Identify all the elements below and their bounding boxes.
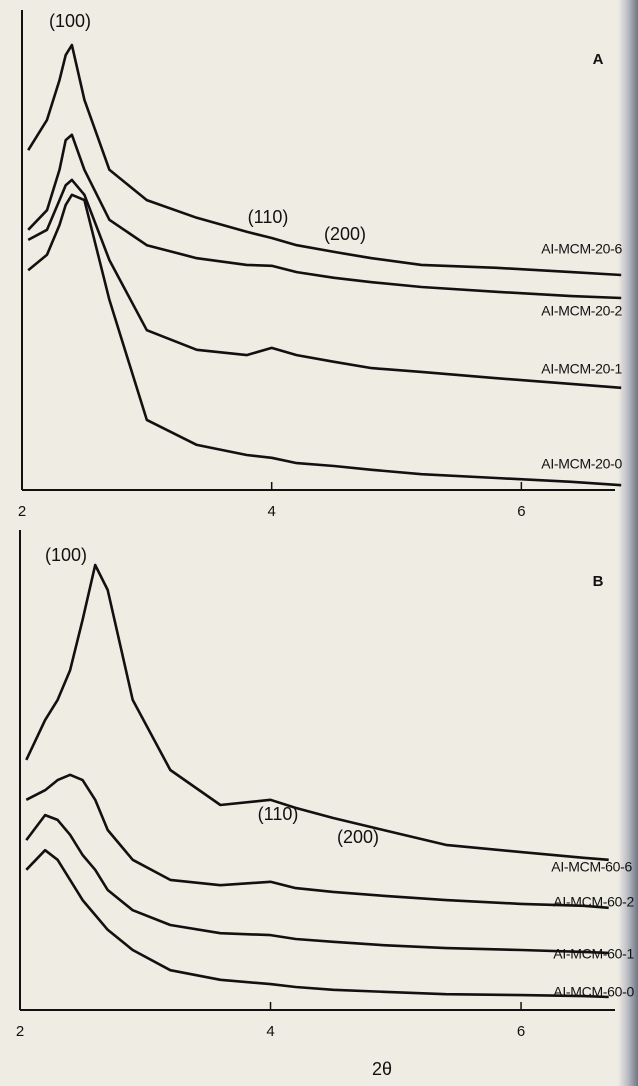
spectrum-line xyxy=(27,178,622,390)
series-label: AI-MCM-20-0 xyxy=(541,456,622,472)
peak-annotation: (200) xyxy=(324,224,366,244)
panel-letter: A xyxy=(593,51,604,68)
series-label: AI-MCM-20-2 xyxy=(541,303,622,319)
peak-annotation: (110) xyxy=(248,207,289,227)
series-label: AI-MCM-60-2 xyxy=(553,894,634,910)
spectrum-line xyxy=(27,193,622,487)
x-tick-label: 2 xyxy=(16,1023,24,1040)
spectrum-line xyxy=(25,773,609,910)
series-label: AI-MCM-60-1 xyxy=(553,946,634,962)
series-label: AI-MCM-20-6 xyxy=(541,241,622,257)
x-tick-label: 6 xyxy=(517,1023,525,1040)
x-tick-label: 2 xyxy=(18,503,26,520)
x-axis-title: 2θ xyxy=(372,1059,392,1079)
series-label: AI-MCM-60-0 xyxy=(553,984,634,1000)
x-tick-label: 4 xyxy=(268,503,276,520)
peak-annotation: (200) xyxy=(337,827,379,847)
x-tick-label: 6 xyxy=(517,503,525,520)
peak-annotation: (110) xyxy=(258,804,299,824)
spectrum-line xyxy=(25,848,609,999)
spectrum-line xyxy=(27,133,622,300)
series-label: AI-MCM-20-1 xyxy=(541,361,622,377)
spectrum-line xyxy=(25,813,609,955)
panel-letter: B xyxy=(593,573,604,590)
x-tick-label: 4 xyxy=(266,1023,274,1040)
peak-annotation: (100) xyxy=(49,11,91,31)
series-label: AI-MCM-60-6 xyxy=(551,859,632,875)
peak-annotation: (100) xyxy=(45,545,87,565)
spectrum-line xyxy=(25,563,609,862)
scan-edge xyxy=(618,0,638,1086)
spectrum-line xyxy=(27,43,622,277)
